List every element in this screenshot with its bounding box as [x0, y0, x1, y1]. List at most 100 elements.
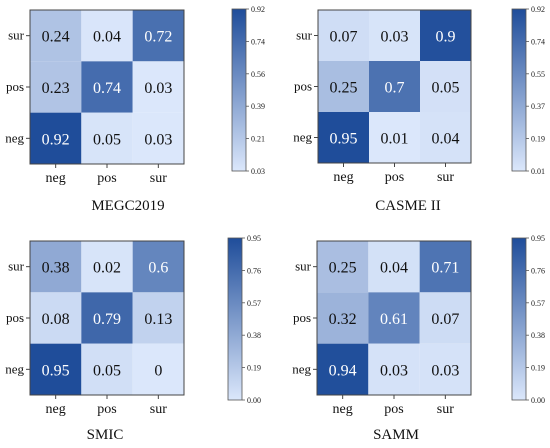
heatmap-cell: [369, 10, 420, 61]
colorbar-tick-label: 0.19: [531, 364, 545, 373]
heatmap-cell: [30, 61, 82, 113]
heatmap-cell: [132, 61, 184, 113]
heatmap-cell: [81, 343, 133, 395]
colorbar-tick-label: 0.92: [531, 5, 545, 14]
y-tick-label: neg: [5, 130, 24, 145]
colorbar-tick-label: 0.56: [251, 70, 265, 79]
cell-value-label: 0.13: [144, 311, 172, 328]
x-tick-label: neg: [46, 402, 66, 417]
cell-value-label: 0.9: [436, 29, 456, 46]
heatmap-cell: [318, 10, 369, 61]
x-tick-label: pos: [97, 171, 116, 186]
heatmap-cell: [369, 61, 420, 112]
heatmap-cell: [30, 343, 82, 395]
y-tick-label: pos: [294, 79, 312, 94]
cell-value-label: 0.08: [42, 311, 70, 328]
cell-value-label: 0.71: [431, 260, 459, 277]
heatmap-cell: [368, 292, 420, 344]
colorbar-tick-label: 0.95: [247, 234, 261, 243]
heatmap-cell: [30, 292, 82, 344]
cell-value-label: 0.04: [432, 131, 460, 148]
colorbar: [511, 8, 527, 172]
cell-value-label: 0.95: [330, 131, 358, 148]
caption-smic: SMIC: [86, 427, 124, 443]
cell-value-label: 0: [154, 362, 162, 379]
cell-value-label: 0.25: [329, 260, 357, 277]
y-tick-label: pos: [293, 310, 311, 325]
caption-samm: SAMM: [373, 427, 419, 443]
y-tick-label: neg: [292, 361, 311, 376]
cell-value-label: 0.04: [93, 29, 121, 46]
heatmap-cell: [420, 112, 471, 163]
heatmap-cell: [81, 292, 133, 344]
cell-value-label: 0.02: [93, 260, 121, 277]
cell-value-label: 0.04: [380, 260, 408, 277]
cell-value-label: 0.61: [380, 311, 408, 328]
heatmap-cell: [318, 112, 369, 163]
colorbar-tick-label: 0.19: [247, 364, 261, 373]
heatmap-cell: [317, 292, 369, 344]
heatmap-cell: [30, 10, 82, 62]
cell-value-label: 0.7: [385, 80, 405, 97]
x-tick-label: sur: [150, 402, 167, 417]
heatmap-cell: [419, 292, 471, 344]
cell-value-label: 0.07: [431, 311, 459, 328]
heatmap-cell: [317, 241, 369, 293]
colorbar-tick-label: 0.00: [247, 396, 261, 405]
heatmap-cell: [30, 112, 82, 164]
colorbar-tick-label: 0.92: [251, 5, 265, 14]
heatmap-cell: [318, 61, 369, 112]
heatmap-cell: [132, 343, 184, 395]
cell-value-label: 0.74: [93, 80, 121, 97]
colorbar-tick-label: 0.76: [531, 266, 545, 275]
heatmap-panel-2: 0.38 0.02 0.6 0.08 0.79 0.13 0.95 0.05 0 sur pos ne…: [5, 234, 261, 417]
cell-value-label: 0.95: [42, 362, 70, 379]
cell-value-label: 0.03: [144, 131, 172, 148]
heatmap-cell: [368, 241, 420, 293]
heatmap-panel-3: 0.25 0.04 0.71 0.32 0.61 0.07 0.94 0.03 0.03 sur p…: [292, 234, 545, 417]
colorbar-tick-label: 0.00: [531, 396, 545, 405]
x-tick-label: neg: [46, 171, 66, 186]
colorbar: [231, 8, 247, 172]
cell-value-label: 0.24: [42, 29, 70, 46]
x-tick-label: neg: [333, 402, 353, 417]
heatmap-cell: [30, 241, 82, 293]
colorbar-tick-label: 0.74: [531, 37, 545, 46]
colorbar-tick-label: 0.19: [531, 135, 545, 144]
cell-value-label: 0.03: [144, 80, 172, 97]
heatmap-cell: [419, 241, 471, 293]
cell-value-label: 0.94: [329, 362, 357, 379]
colorbar-tick-label: 0.57: [531, 299, 545, 308]
colorbar-tick-label: 0.57: [247, 299, 261, 308]
x-tick-label: sur: [437, 170, 454, 185]
cell-value-label: 0.25: [330, 80, 358, 97]
cell-value-label: 0.03: [380, 362, 408, 379]
cell-value-label: 0.6: [148, 260, 168, 277]
heatmap-cell: [317, 343, 369, 395]
y-tick-label: sur: [8, 259, 25, 274]
y-tick-label: sur: [296, 28, 313, 43]
cell-value-label: 0.72: [144, 29, 172, 46]
cell-value-label: 0.01: [381, 131, 409, 148]
heatmap-panel-1: 0.07 0.03 0.9 0.25 0.7 0.05 0.95 0.01 0.04 sur pos…: [293, 5, 545, 185]
cell-value-label: 0.38: [42, 260, 70, 277]
heatmap-cell: [368, 343, 420, 395]
y-tick-label: pos: [6, 310, 24, 325]
colorbar-tick-label: 0.38: [531, 331, 545, 340]
cell-value-label: 0.32: [329, 311, 357, 328]
x-tick-label: sur: [150, 171, 167, 186]
colorbar-tick-label: 0.76: [247, 266, 261, 275]
y-tick-label: sur: [295, 259, 312, 274]
x-tick-label: pos: [97, 402, 116, 417]
heatmap-cell: [81, 112, 133, 164]
colorbar: [227, 237, 243, 401]
cell-value-label: 0.05: [432, 80, 460, 97]
heatmap-cell: [81, 61, 133, 113]
y-tick-label: neg: [293, 130, 312, 145]
heatmap-cell: [81, 10, 133, 62]
colorbar: [511, 237, 527, 401]
y-tick-label: sur: [8, 28, 25, 43]
cell-value-label: 0.23: [42, 80, 70, 97]
caption-casme-ii: CASME II: [375, 198, 441, 214]
